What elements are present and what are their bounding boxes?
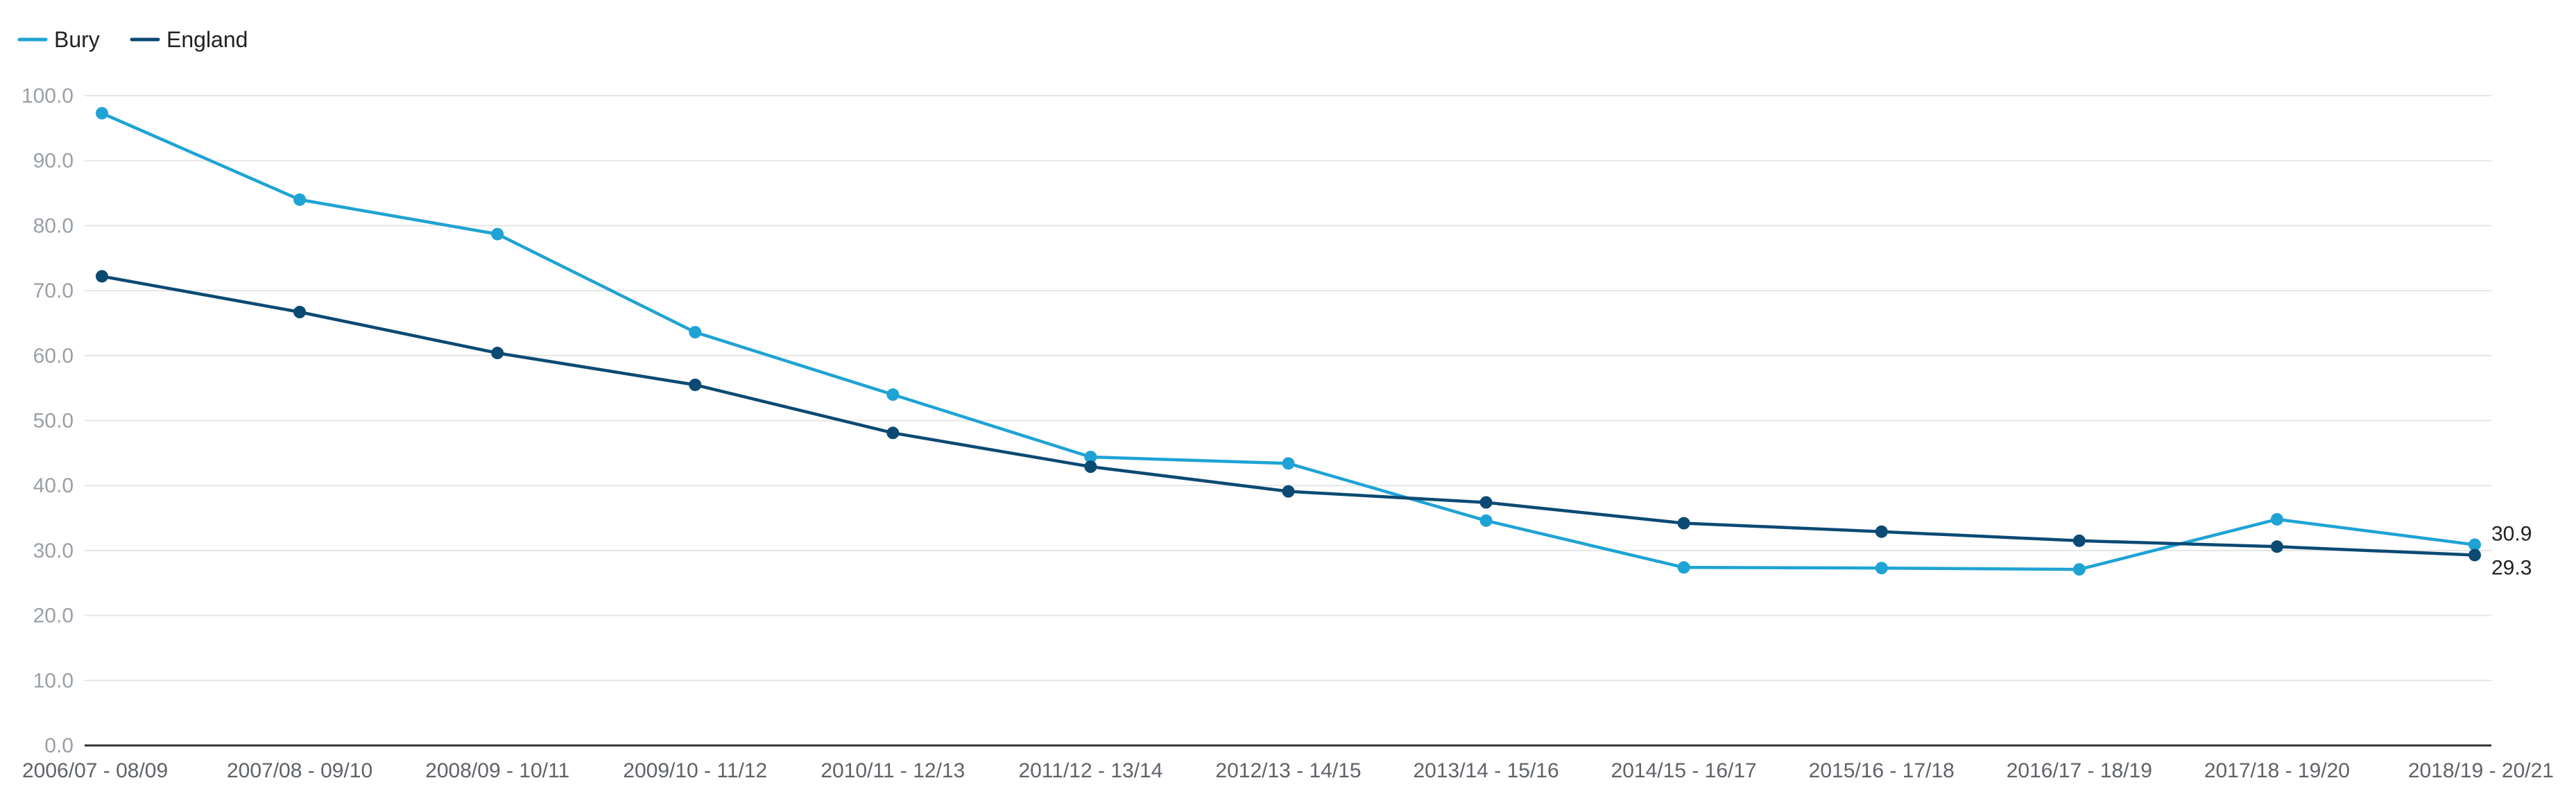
y-tick-label: 10.0 [33,669,74,692]
data-point [293,306,307,319]
series-line [100,275,2477,557]
legend-item-bury[interactable]: Bury [17,27,100,52]
data-point [1282,485,1295,498]
data-point [2072,563,2086,576]
x-tick-label: 2018/19 - 20/21 [2408,759,2554,782]
data-point [491,347,504,360]
legend-label: Bury [54,27,100,52]
legend: Bury England [17,27,248,52]
x-tick-label: 2008/09 - 10/11 [425,759,569,782]
data-point [1875,562,1888,575]
series-bury [96,107,2481,576]
series-layer [96,107,2481,576]
data-point [1282,457,1295,470]
data-point [886,388,900,402]
x-tick-label: 2017/18 - 19/20 [2204,759,2350,782]
data-point [1479,496,1493,509]
data-point [1084,460,1097,474]
y-tick-label: 90.0 [33,150,74,173]
x-tick-label: 2013/14 - 15/16 [1413,759,1559,782]
y-axis: 0.0 10.0 20.0 30.0 40.0 50.0 60.0 70.0 80.0 90.0 1… [22,85,74,757]
x-tick-label: 2015/16 - 17/18 [1809,759,1955,782]
series-england [96,270,2481,562]
data-point [2468,538,2481,551]
legend-item-england[interactable]: England [130,27,248,52]
y-tick-label: 20.0 [33,605,74,628]
data-point [2270,540,2283,553]
data-point [1677,561,1690,574]
data-point [96,270,108,283]
x-tick-label: 2012/13 - 14/15 [1215,759,1361,782]
data-point [2072,534,2086,547]
data-point [2468,549,2481,562]
gridlines [85,95,2491,682]
y-tick-label: 40.0 [33,474,74,497]
x-tick-label: 2007/08 - 09/10 [227,759,372,782]
y-tick-label: 100.0 [22,85,74,107]
y-tick-label: 60.0 [33,345,74,368]
data-point [1479,514,1493,527]
series-line [100,112,2477,571]
y-tick-label: 80.0 [33,214,74,237]
end-labels: 30.9 29.3 [2491,522,2532,579]
data-point [293,193,307,206]
data-point [1084,450,1097,463]
data-point [1875,525,1888,538]
data-point [96,107,108,120]
data-point [689,326,702,339]
y-tick-label: 70.0 [33,279,74,302]
y-tick-label: 50.0 [33,410,74,433]
data-point [491,227,504,241]
data-point [689,378,702,391]
x-tick-label: 2014/15 - 16/17 [1611,759,1757,782]
y-tick-label: 0.0 [44,734,74,757]
legend-label: England [166,27,248,52]
x-tick-label: 2011/12 - 13/14 [1018,759,1162,782]
x-tick-label: 2006/07 - 08/09 [22,759,168,782]
end-label-england: 29.3 [2491,556,2532,579]
x-tick-label: 2016/17 - 18/19 [2007,759,2152,782]
x-tick-label: 2010/11 - 12/13 [821,759,965,782]
x-axis: 2006/07 - 08/09 2007/08 - 09/10 2008/09 - … [22,744,2554,782]
data-point [1677,517,1690,530]
x-tick-label: 2009/10 - 11/12 [623,759,767,782]
data-point [886,426,900,440]
y-tick-label: 30.0 [33,539,74,562]
data-point [2270,512,2283,526]
end-label-bury: 30.9 [2491,522,2532,545]
